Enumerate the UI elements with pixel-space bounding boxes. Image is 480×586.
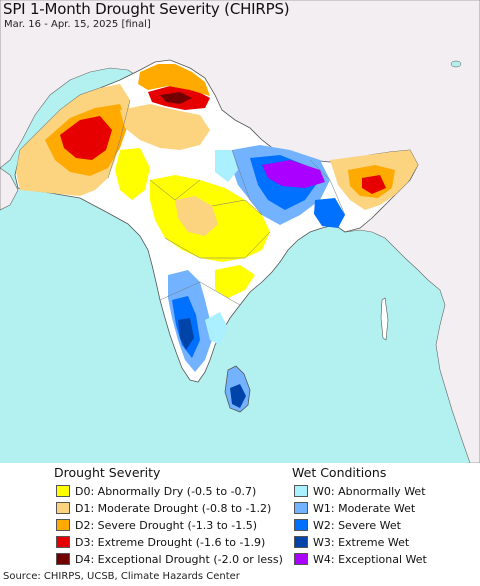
internal-boundaries bbox=[107, 99, 346, 306]
zone-d1-central bbox=[175, 196, 218, 236]
swatch-d2 bbox=[56, 519, 70, 531]
swatch-w1 bbox=[294, 502, 308, 514]
sri-lanka-w3 bbox=[230, 384, 246, 408]
legend-item-w2: W2: Severe Wet bbox=[294, 518, 401, 532]
legend-title-drought: Drought Severity bbox=[54, 465, 161, 480]
legend-item-d3: D3: Extreme Drought (-1.6 to -1.9) bbox=[56, 535, 265, 549]
legend-label-w0: W0: Abnormally Wet bbox=[313, 484, 426, 498]
legend-item-w0: W0: Abnormally Wet bbox=[294, 484, 426, 498]
legend-label-d4: D4: Exceptional Drought (-2.0 or less) bbox=[75, 552, 283, 566]
legend-item-w4: W4: Exceptional Wet bbox=[294, 552, 427, 566]
map-canvas bbox=[0, 0, 480, 463]
andaman-islands bbox=[380, 297, 389, 341]
legend-item-w1: W1: Moderate Wet bbox=[294, 501, 415, 515]
map-title: SPI 1-Month Drought Severity (CHIRPS) bbox=[3, 0, 290, 18]
legend-title-wet: Wet Conditions bbox=[292, 465, 387, 480]
zone-d2-north bbox=[138, 64, 210, 96]
zone-d1-north bbox=[120, 104, 210, 150]
legend: Drought Severity Wet Conditions D0: Abno… bbox=[0, 463, 480, 568]
swatch-w4 bbox=[294, 553, 308, 565]
legend-item-d1: D1: Moderate Drought (-0.8 to -1.2) bbox=[56, 501, 271, 515]
zone-w3-south bbox=[178, 318, 194, 350]
swatch-d4 bbox=[56, 553, 70, 565]
legend-label-d1: D1: Moderate Drought (-0.8 to -1.2) bbox=[75, 501, 272, 515]
source-credit: Source: CHIRPS, UCSB, Climate Hazards Ce… bbox=[3, 571, 240, 582]
land-west bbox=[0, 167, 19, 211]
zone-d3-ne bbox=[362, 175, 386, 194]
zone-w0-south bbox=[205, 312, 228, 345]
zone-d3-west bbox=[60, 116, 112, 160]
swatch-d0 bbox=[56, 485, 70, 497]
legend-label-d3: D3: Extreme Drought (-1.6 to -1.9) bbox=[75, 535, 266, 549]
zone-w2-bangladesh bbox=[314, 198, 345, 228]
zone-d0-south bbox=[215, 265, 255, 298]
swatch-w2 bbox=[294, 519, 308, 531]
map-subtitle: Mar. 16 - Apr. 15, 2025 [final] bbox=[4, 19, 151, 30]
lake bbox=[450, 60, 462, 68]
swatch-w3 bbox=[294, 536, 308, 548]
swatch-d1 bbox=[56, 502, 70, 514]
zone-d4-north bbox=[160, 92, 192, 104]
legend-label-d2: D2: Severe Drought (-1.3 to -1.5) bbox=[75, 518, 258, 532]
zone-w0-east bbox=[215, 150, 238, 182]
zone-w4-east bbox=[262, 160, 325, 188]
zone-d0-west bbox=[115, 148, 150, 200]
legend-label-w4: W4: Exceptional Wet bbox=[313, 552, 427, 566]
legend-item-w3: W3: Extreme Wet bbox=[294, 535, 409, 549]
swatch-d3 bbox=[56, 536, 70, 548]
legend-label-w2: W2: Severe Wet bbox=[313, 518, 401, 532]
legend-label-w1: W1: Moderate Wet bbox=[313, 501, 416, 515]
swatch-w0 bbox=[294, 485, 308, 497]
legend-item-d0: D0: Abnormally Dry (-0.5 to -0.7) bbox=[56, 484, 256, 498]
legend-label-w3: W3: Extreme Wet bbox=[313, 535, 410, 549]
legend-item-d4: D4: Exceptional Drought (-2.0 or less) bbox=[56, 552, 283, 566]
legend-label-d0: D0: Abnormally Dry (-0.5 to -0.7) bbox=[75, 484, 257, 498]
legend-item-d2: D2: Severe Drought (-1.3 to -1.5) bbox=[56, 518, 257, 532]
drought-map bbox=[0, 0, 480, 463]
